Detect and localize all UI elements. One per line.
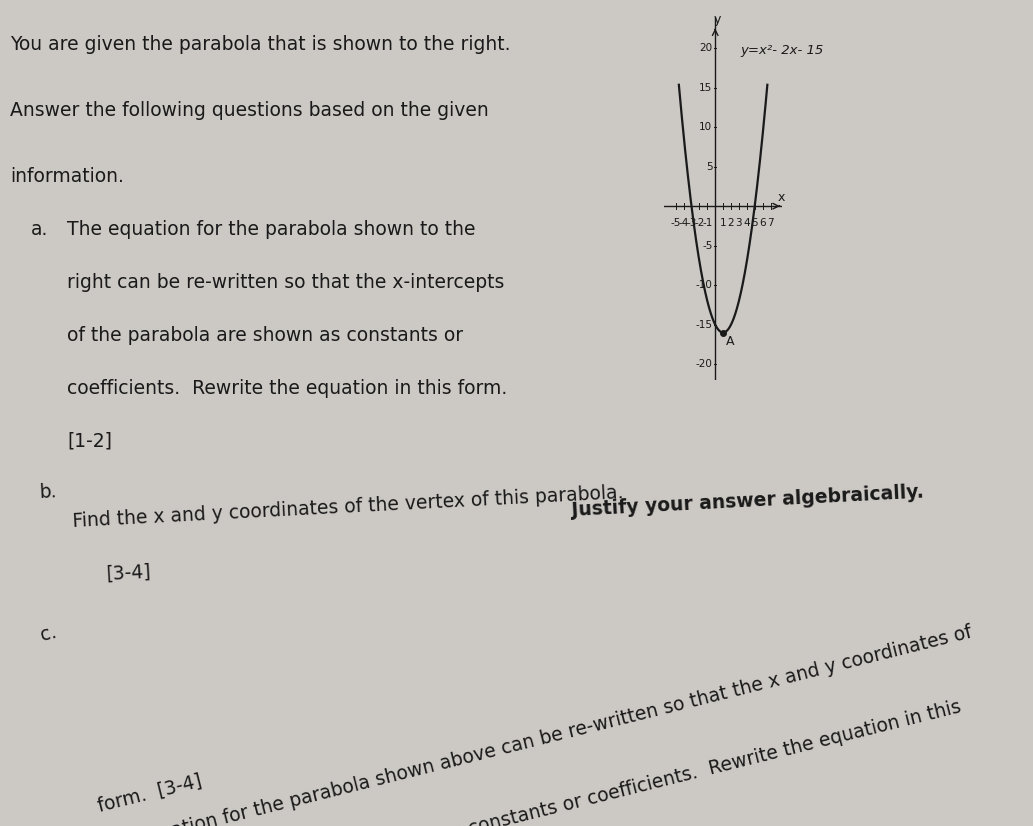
Text: -10: -10 bbox=[695, 280, 713, 290]
Text: c.: c. bbox=[39, 623, 59, 645]
Text: y: y bbox=[714, 13, 721, 26]
Text: Find the x and y coordinates of the vertex of this parabola.: Find the x and y coordinates of the vert… bbox=[72, 482, 636, 531]
Text: 7: 7 bbox=[768, 218, 774, 228]
Text: of the parabola are shown as constants or: of the parabola are shown as constants o… bbox=[67, 325, 463, 344]
Text: coefficients.  Rewrite the equation in this form.: coefficients. Rewrite the equation in th… bbox=[67, 378, 507, 397]
Text: information.: information. bbox=[10, 167, 124, 187]
Text: A: A bbox=[725, 335, 734, 348]
Text: 15: 15 bbox=[699, 83, 713, 93]
Text: x: x bbox=[778, 191, 785, 204]
Text: You are given the parabola that is shown to the right.: You are given the parabola that is shown… bbox=[10, 35, 511, 55]
Text: -5: -5 bbox=[670, 218, 681, 228]
Text: the vertex of the parabola are shown as constants or coefficients.  Rewrite the : the vertex of the parabola are shown as … bbox=[96, 697, 964, 826]
Text: The equation for the parabola shown above can be re-written so that the x and y : The equation for the parabola shown abov… bbox=[96, 623, 974, 826]
Text: The equation for the parabola shown to the: The equation for the parabola shown to t… bbox=[67, 220, 475, 239]
Text: -3: -3 bbox=[686, 218, 696, 228]
Text: a.: a. bbox=[31, 220, 49, 239]
Text: [1-2]: [1-2] bbox=[67, 431, 113, 450]
Text: -20: -20 bbox=[695, 359, 713, 369]
Text: Answer the following questions based on the given: Answer the following questions based on … bbox=[10, 101, 489, 121]
Text: b.: b. bbox=[39, 482, 58, 502]
Text: [3-4]: [3-4] bbox=[105, 562, 152, 583]
Text: -2: -2 bbox=[694, 218, 705, 228]
Text: -5: -5 bbox=[702, 240, 713, 250]
Text: Justify your answer algebraically.: Justify your answer algebraically. bbox=[571, 482, 925, 520]
Text: 1: 1 bbox=[720, 218, 726, 228]
Text: form.  [3-4]: form. [3-4] bbox=[96, 771, 205, 816]
Text: 20: 20 bbox=[699, 43, 713, 53]
Text: right can be re-written so that the x-intercepts: right can be re-written so that the x-in… bbox=[67, 273, 504, 292]
Text: 5: 5 bbox=[706, 162, 713, 172]
Text: 10: 10 bbox=[699, 122, 713, 132]
Text: -4: -4 bbox=[679, 218, 689, 228]
Text: 2: 2 bbox=[727, 218, 734, 228]
Text: 5: 5 bbox=[751, 218, 758, 228]
Text: y=x²- 2x- 15: y=x²- 2x- 15 bbox=[741, 44, 823, 57]
Text: 3: 3 bbox=[735, 218, 743, 228]
Text: -1: -1 bbox=[702, 218, 713, 228]
Text: 4: 4 bbox=[744, 218, 750, 228]
Text: -15: -15 bbox=[695, 320, 713, 330]
Text: 6: 6 bbox=[759, 218, 765, 228]
